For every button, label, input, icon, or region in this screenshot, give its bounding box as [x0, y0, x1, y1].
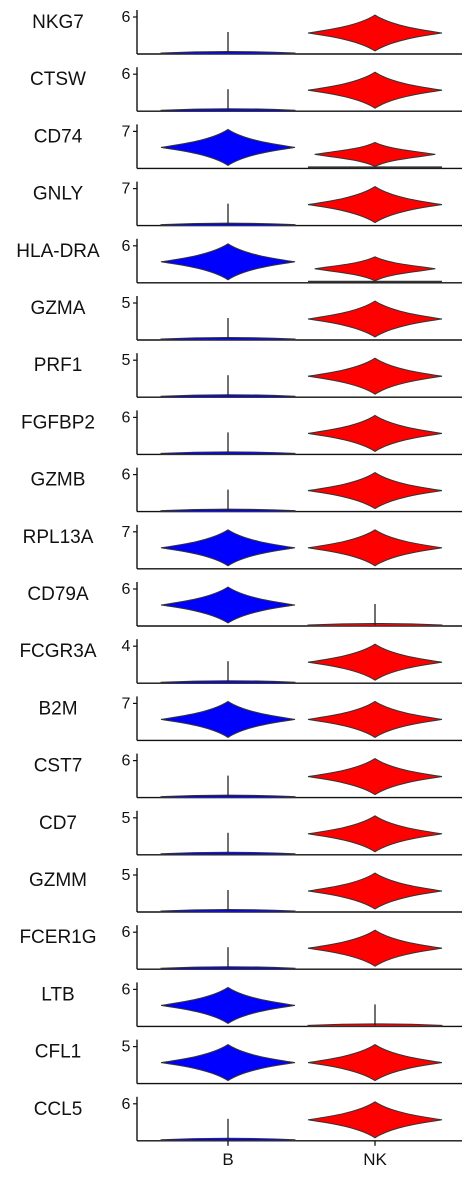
y-tick-label: 6	[122, 924, 131, 941]
violin-nk	[307, 1044, 443, 1082]
y-tick-label: 6	[122, 1096, 131, 1113]
violin-nk	[307, 14, 443, 52]
violin-nk	[307, 300, 443, 338]
violin-panel-cst7: CST7 6	[34, 753, 462, 799]
x-category-label: NK	[363, 1150, 387, 1169]
y-tick-label: 5	[122, 295, 131, 312]
gene-label: GZMM	[29, 870, 87, 891]
violin-b	[160, 586, 296, 624]
violin-nk	[307, 872, 443, 910]
violin-panel-gzma: GZMA 5	[31, 295, 462, 341]
violin-nk	[307, 186, 443, 224]
y-tick-label: 6	[122, 9, 131, 26]
y-tick-label: 5	[122, 1039, 131, 1056]
y-tick-label: 6	[122, 238, 131, 255]
gene-label: CST7	[34, 756, 83, 777]
violin-panel-cfl1: CFL1 5	[35, 1039, 462, 1085]
violin-panel-cd7: CD7 5	[39, 810, 462, 856]
violin-panel-gnly: GNLY 7	[33, 181, 462, 227]
gene-label: FCGR3A	[19, 641, 96, 662]
violin-b	[160, 128, 296, 166]
gene-label: CD74	[34, 126, 83, 147]
x-category-label: B	[222, 1150, 233, 1169]
violin-nk	[307, 929, 443, 967]
violin-panel-fcer1g: FCER1G 6	[19, 924, 462, 970]
violin-nk	[307, 472, 443, 510]
violin-nk	[314, 256, 436, 282]
violin-panel-fgfbp2: FGFBP2 6	[21, 409, 462, 456]
violin-nk	[307, 529, 443, 567]
gene-label: GZMB	[31, 470, 86, 491]
violin-panel-cd79a: CD79A 6	[27, 581, 462, 627]
gene-label: CCL5	[34, 1099, 83, 1120]
y-tick-label: 5	[122, 352, 131, 369]
gene-label: RPL13A	[23, 527, 94, 548]
gene-label: B2M	[38, 698, 77, 719]
violin-panel-b2m: B2M 7	[38, 695, 462, 742]
gene-label: HLA-DRA	[16, 241, 100, 262]
violin-nk	[307, 643, 443, 681]
violin-panel-cd74: CD74 7	[34, 123, 462, 170]
violin-panel-prf1: PRF1 5	[34, 352, 462, 398]
violin-nk	[307, 758, 443, 796]
violin-panel-ccl5: CCL5 6	[34, 1096, 462, 1142]
y-tick-label: 6	[122, 753, 131, 770]
violin-nk	[307, 700, 443, 738]
gene-label: CD79A	[27, 584, 89, 605]
y-tick-label: 6	[122, 581, 131, 598]
y-tick-label: 7	[122, 524, 131, 541]
violin-b	[160, 1044, 296, 1082]
y-tick-label: 7	[122, 695, 131, 712]
y-tick-label: 6	[122, 409, 131, 426]
violin-panel-gzmm: GZMM 5	[29, 867, 462, 913]
gene-label: NKG7	[32, 12, 84, 33]
violin-panel-ctsw: CTSW 6	[30, 66, 462, 112]
violin-panel-rpl13a: RPL13A 7	[23, 524, 462, 570]
gene-label: LTB	[41, 984, 74, 1005]
y-tick-label: 6	[122, 66, 131, 83]
violin-panel-fcgr3a: FCGR3A 4	[19, 638, 462, 684]
violin-panel-nkg7: NKG7 6	[32, 9, 462, 55]
y-tick-label: 4	[122, 638, 131, 655]
violin-panel-ltb: LTB 6	[41, 981, 462, 1028]
gene-label: CFL1	[35, 1042, 81, 1063]
violin-b	[160, 700, 296, 738]
gene-label: PRF1	[34, 355, 83, 376]
y-tick-label: 6	[122, 981, 131, 998]
violin-panel-hla-dra: HLA-DRA 6	[16, 238, 462, 284]
violin-b	[160, 529, 296, 567]
violin-b	[160, 243, 296, 281]
gene-label: GZMA	[31, 298, 86, 319]
y-tick-label: 5	[122, 867, 131, 884]
violin-nk	[307, 414, 443, 452]
violin-nk	[307, 357, 443, 395]
y-tick-label: 6	[122, 467, 131, 484]
gene-label: FCER1G	[19, 927, 96, 948]
y-tick-label: 7	[122, 181, 131, 198]
violin-b	[160, 986, 296, 1024]
violin-nk	[314, 141, 436, 167]
violin-nk	[307, 71, 443, 109]
violin-nk	[307, 1101, 443, 1139]
gene-label: CD7	[39, 813, 77, 834]
violin-panel-gzmb: GZMB 6	[31, 467, 462, 513]
gene-label: FGFBP2	[21, 412, 95, 433]
y-tick-label: 5	[122, 810, 131, 827]
y-tick-label: 7	[122, 123, 131, 140]
violin-nk	[307, 815, 443, 853]
gene-label: GNLY	[33, 184, 84, 205]
gene-label: CTSW	[30, 69, 86, 90]
